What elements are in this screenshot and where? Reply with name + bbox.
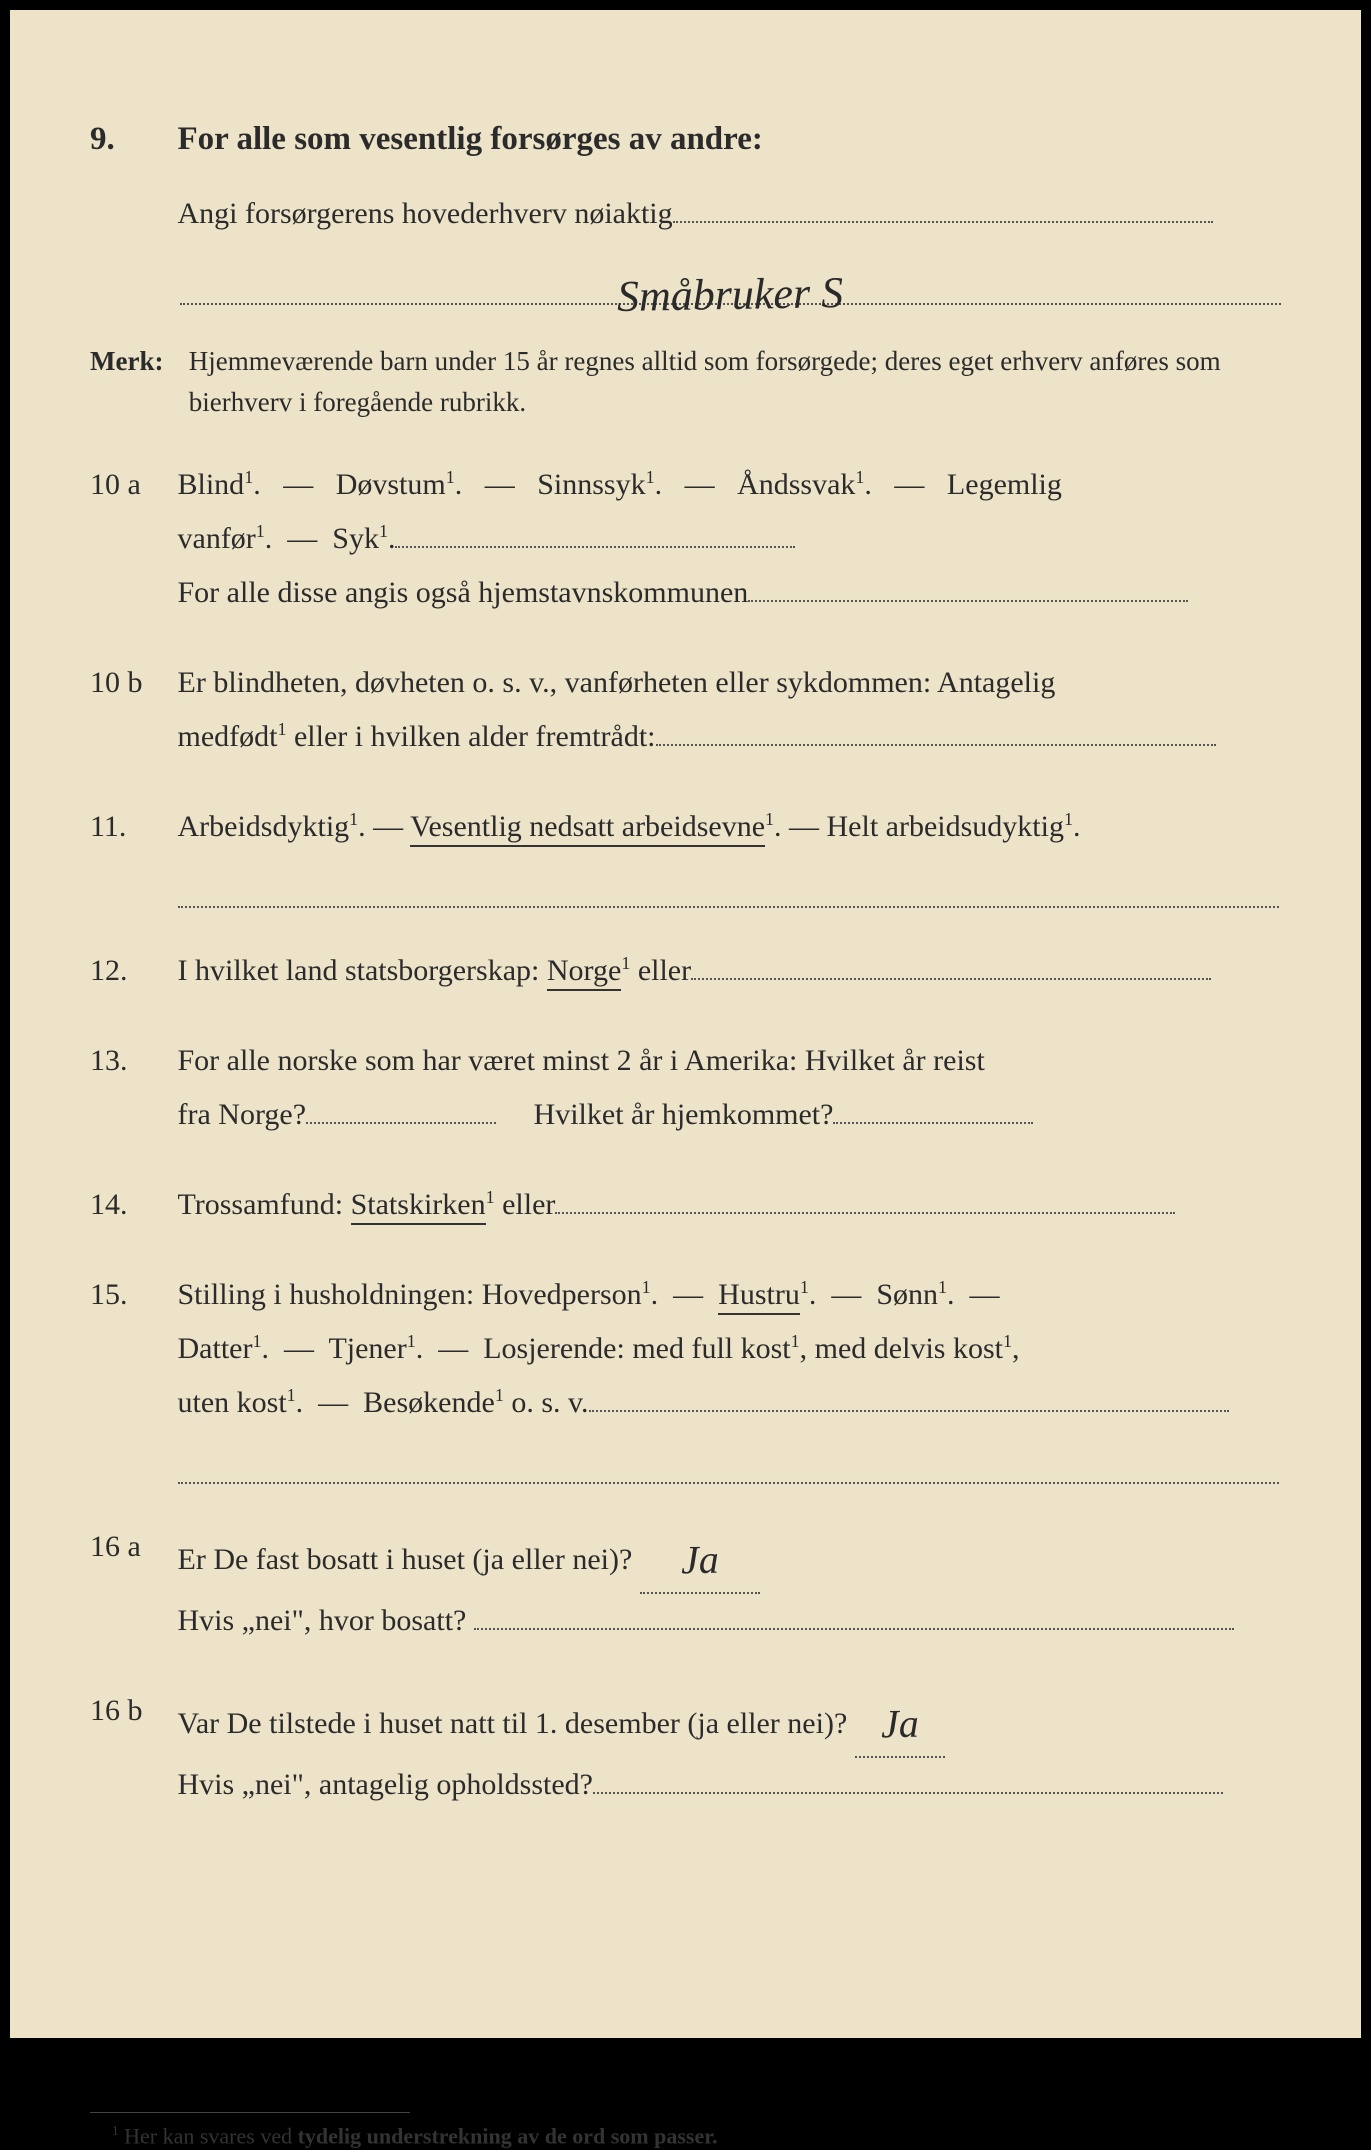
q13-text3: Hvilket år hjemkommet? <box>534 1098 834 1131</box>
q15-text1: Stilling i husholdningen: Hovedperson <box>178 1278 642 1311</box>
q11-number: 11. <box>90 800 170 854</box>
q13-fill2 <box>833 1122 1033 1124</box>
q16b-answer-fill: Ja <box>855 1684 945 1758</box>
document-page: 9. For alle som vesentlig forsørges av a… <box>10 10 1361 2038</box>
q10a-fill2 <box>748 600 1188 602</box>
q10a-opt6: vanfør <box>178 522 256 555</box>
question-10b: 10 b Er blindheten, døvheten o. s. v., v… <box>90 656 1281 764</box>
q12-text2: eller <box>630 954 691 987</box>
q14-text1: Trossamfund: <box>178 1188 351 1221</box>
q9-line1-label: Angi forsørgerens hovederhverv nøiaktig <box>178 197 673 230</box>
q15-number: 15. <box>90 1268 170 1322</box>
q15-opt5: Tjener <box>328 1332 406 1365</box>
q9-fill-line1 <box>673 221 1213 223</box>
q15-opt3: Sønn <box>876 1278 938 1311</box>
q14-number: 14. <box>90 1178 170 1232</box>
q16b-handwritten: Ja <box>880 1688 919 1761</box>
q15-text4: uten kost <box>178 1386 287 1419</box>
q15-hustru-underlined: Hustru <box>718 1278 800 1315</box>
q16a-number: 16 a <box>90 1520 170 1574</box>
q10a-opt4: Åndssvak <box>737 468 855 501</box>
question-14: 14. Trossamfund: Statskirken1 eller <box>90 1178 1281 1232</box>
q10a-number: 10 a <box>90 458 170 512</box>
q15-opt6: Besøkende <box>363 1386 495 1419</box>
q10a-opt7: Syk <box>332 522 379 555</box>
q11-opt3: Helt arbeidsudyktig <box>827 810 1064 843</box>
q13-fill1 <box>306 1122 496 1124</box>
q16a-text2: Hvis „nei", hvor bosatt? <box>178 1604 467 1637</box>
q14-text2: eller <box>495 1188 556 1221</box>
q10a-opt1: Blind <box>178 468 245 501</box>
q12-fill <box>691 978 1211 980</box>
question-10a: 10 a Blind1. — Døvstum1. — Sinnssyk1. — … <box>90 458 1281 620</box>
q13-text2: fra Norge? <box>178 1098 307 1131</box>
question-11: 11. Arbeidsdyktig1. — Vesentlig nedsatt … <box>90 800 1281 908</box>
q14-fill <box>555 1212 1175 1214</box>
q16a-fill2 <box>474 1628 1234 1630</box>
merk-label: Merk: <box>90 341 182 382</box>
q9-title: For alle som vesentlig forsørges av andr… <box>178 121 763 157</box>
q16a-answer-fill: Ja <box>640 1520 760 1594</box>
q15-text5: o. s. v. <box>504 1386 589 1419</box>
q15-fill1 <box>589 1410 1229 1412</box>
question-12: 12. I hvilket land statsborgerskap: Norg… <box>90 944 1281 998</box>
merk-text: Hjemmeværende barn under 15 år regnes al… <box>189 341 1280 422</box>
footnote-text: Her kan svares ved tydelig understreknin… <box>124 2124 717 2149</box>
footnote-marker: 1 <box>112 2123 119 2138</box>
q10a-opt2: Døvstum <box>336 468 446 501</box>
q10a-line2: For alle disse angis også hjemstavnskomm… <box>178 576 749 609</box>
q10b-text1: Er blindheten, døvheten o. s. v., vanfør… <box>178 666 1056 699</box>
q15-text3: , med delvis kost <box>800 1332 1003 1365</box>
q13-number: 13. <box>90 1034 170 1088</box>
question-13: 13. For alle norske som har været minst … <box>90 1034 1281 1142</box>
q16a-handwritten: Ja <box>680 1524 719 1597</box>
question-9: 9. For alle som vesentlig forsørges av a… <box>90 110 1281 305</box>
q9-handwritten: Småbruker S <box>617 253 844 336</box>
q15-opt4: Datter <box>178 1332 253 1365</box>
q11-opt1: Arbeidsdyktig <box>178 810 350 843</box>
q16b-fill2 <box>593 1792 1223 1794</box>
q15-text2: Losjerende: med full kost <box>483 1332 790 1365</box>
q12-text1: I hvilket land statsborgerskap: <box>178 954 547 987</box>
question-16b: 16 b Var De tilstede i huset natt til 1.… <box>90 1684 1281 1812</box>
q10b-number: 10 b <box>90 656 170 710</box>
q10a-opt3: Sinnssyk <box>537 468 645 501</box>
q12-number: 12. <box>90 944 170 998</box>
q9-number: 9. <box>90 110 170 169</box>
q16b-text1: Var De tilstede i huset natt til 1. dese… <box>178 1707 848 1740</box>
q11-opt2-underlined: Vesentlig nedsatt arbeidsevne <box>410 810 765 847</box>
q9-fill-line2: Småbruker S <box>180 251 1281 305</box>
q10b-text2: medfødt <box>178 720 278 753</box>
footnote-rule <box>90 2112 410 2113</box>
q10a-fill1 <box>395 546 795 548</box>
q10b-text3: eller i hvilken alder fremtrådt: <box>286 720 655 753</box>
note-merk: Merk: Hjemmeværende barn under 15 år reg… <box>90 341 1281 422</box>
q15-fill2 <box>178 1440 1279 1484</box>
question-15: 15. Stilling i husholdningen: Hovedperso… <box>90 1268 1281 1484</box>
q10a-opt5: Legemlig <box>947 468 1062 501</box>
footnote: 1 Her kan svares ved tydelig understrekn… <box>90 2123 1281 2149</box>
q16b-text2: Hvis „nei", antagelig opholdssted? <box>178 1768 594 1801</box>
q11-fill <box>178 864 1279 908</box>
q13-text1: For alle norske som har været minst 2 år… <box>178 1044 985 1077</box>
q14-statskirken-underlined: Statskirken <box>351 1188 486 1225</box>
q12-norge-underlined: Norge <box>547 954 621 991</box>
q10b-fill <box>656 744 1216 746</box>
q16b-number: 16 b <box>90 1684 170 1738</box>
question-16a: 16 a Er De fast bosatt i huset (ja eller… <box>90 1520 1281 1648</box>
q16a-text1: Er De fast bosatt i huset (ja eller nei)… <box>178 1543 633 1576</box>
